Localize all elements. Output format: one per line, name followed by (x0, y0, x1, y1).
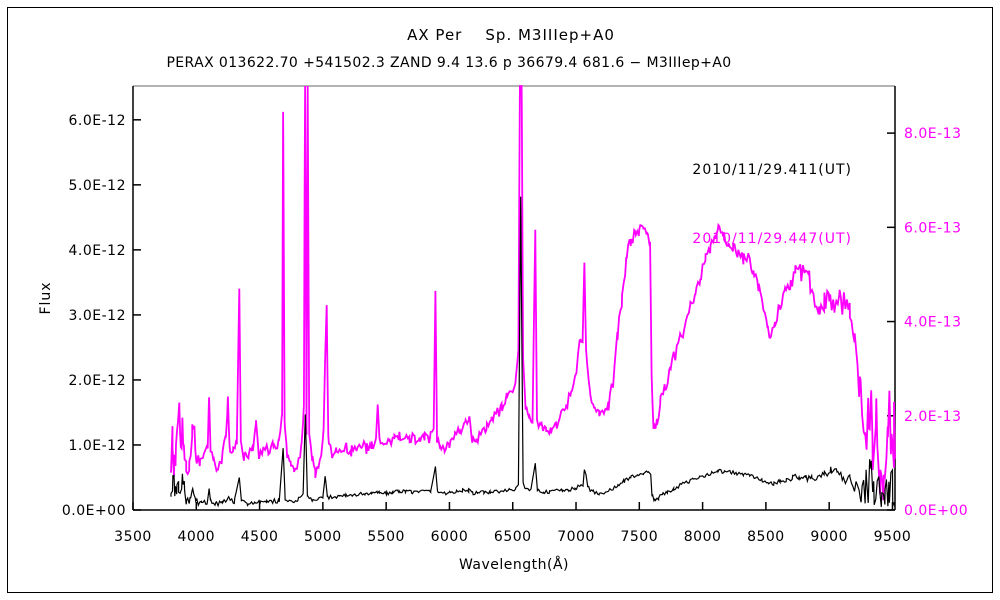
x-tick-label: 9500 (874, 529, 912, 545)
figure-border (7, 7, 993, 593)
x-tick-label: 5000 (304, 529, 342, 545)
y-left-tick-label: 3.0E-12 (69, 308, 126, 324)
x-tick-label: 5500 (367, 529, 405, 545)
spectrum-line-magenta (170, 85, 896, 501)
y-left-tick-label: 5.0E-12 (69, 178, 126, 194)
x-tick-label: 3500 (114, 529, 152, 545)
y-right-tick-label: 6.0E-13 (904, 220, 961, 236)
y-left-tick-label: 6.0E-12 (69, 113, 126, 129)
y-left-tick-label: 0.0E+00 (62, 503, 126, 519)
chart-title: AX Per Sp. M3IIIep+A0 (407, 26, 615, 44)
y-axis-title: Flux (38, 281, 54, 315)
y-left-tick-label: 1.0E-12 (69, 438, 126, 454)
y-right-tick-label: 8.0E-13 (904, 126, 961, 142)
x-tick-label: 4500 (241, 529, 279, 545)
spectrum-line-black (170, 196, 896, 508)
chart-subtitle: PERAX 013622.70 +541502.3 ZAND 9.4 13.6 … (166, 55, 732, 71)
legend: 2010/11/29.411(UT) 2010/11/29.447(UT) (692, 113, 852, 297)
x-tick-label: 7500 (620, 529, 658, 545)
y-left-tick-label: 2.0E-12 (69, 373, 126, 389)
y-right-tick-label: 2.0E-13 (904, 409, 961, 425)
y-right-tick-label: 0.0E+00 (904, 503, 968, 519)
x-tick-label: 4000 (177, 529, 215, 545)
legend-entry-magenta: 2010/11/29.447(UT) (692, 231, 852, 247)
x-tick-label: 7000 (557, 529, 595, 545)
legend-entry-black: 2010/11/29.411(UT) (692, 162, 852, 178)
x-axis-title: Wavelength(Å) (458, 557, 570, 573)
x-tick-label: 9000 (810, 529, 848, 545)
y-left-tick-label: 4.0E-12 (69, 243, 126, 259)
x-tick-label: 6000 (431, 529, 469, 545)
y-right-tick-label: 4.0E-13 (904, 315, 961, 331)
x-tick-label: 6500 (494, 529, 532, 545)
x-tick-label: 8000 (684, 529, 722, 545)
x-tick-label: 8500 (747, 529, 785, 545)
